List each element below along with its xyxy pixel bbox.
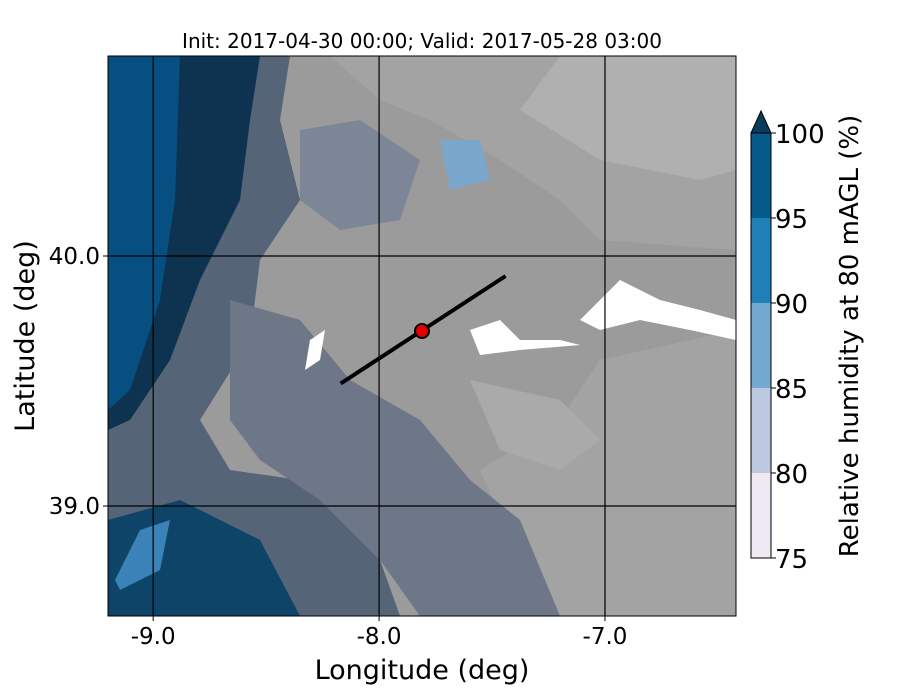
colorbar-bin (751, 133, 771, 218)
colorbar-bin (751, 473, 771, 558)
x-tick-label: -9.0 (131, 624, 176, 650)
colorbar-extend (750, 109, 772, 134)
x-tick-label: -8.0 (357, 624, 402, 650)
map-frame (107, 55, 737, 617)
colorbar-frame (750, 132, 772, 559)
map-field (108, 56, 736, 616)
colorbar-tick-label: 95 (775, 205, 808, 235)
colorbar-tick-label: 85 (775, 375, 808, 405)
colorbar-tick-label: 100 (775, 120, 825, 150)
colorbar-tick-label: 80 (775, 460, 808, 490)
y-tick-label: 39.0 (49, 494, 100, 520)
y-tick-label: 40.0 (49, 244, 100, 270)
chart-title: Init: 2017-04-30 00:00; Valid: 2017-05-2… (182, 29, 662, 53)
colorbar-bin (751, 303, 771, 388)
colorbar-bin (751, 388, 771, 473)
colorbar-bin (751, 218, 771, 303)
colorbar-tick-label: 75 (775, 545, 808, 575)
colorbar-tick-label: 90 (775, 290, 808, 320)
x-tick-label: -7.0 (583, 624, 628, 650)
site-point (414, 323, 430, 339)
x-axis-label: Longitude (deg) (315, 655, 530, 686)
y-axis-label: Latitude (deg) (10, 240, 41, 432)
colorbar-label: Relative humidity at 80 mAGL (%) (835, 115, 865, 557)
